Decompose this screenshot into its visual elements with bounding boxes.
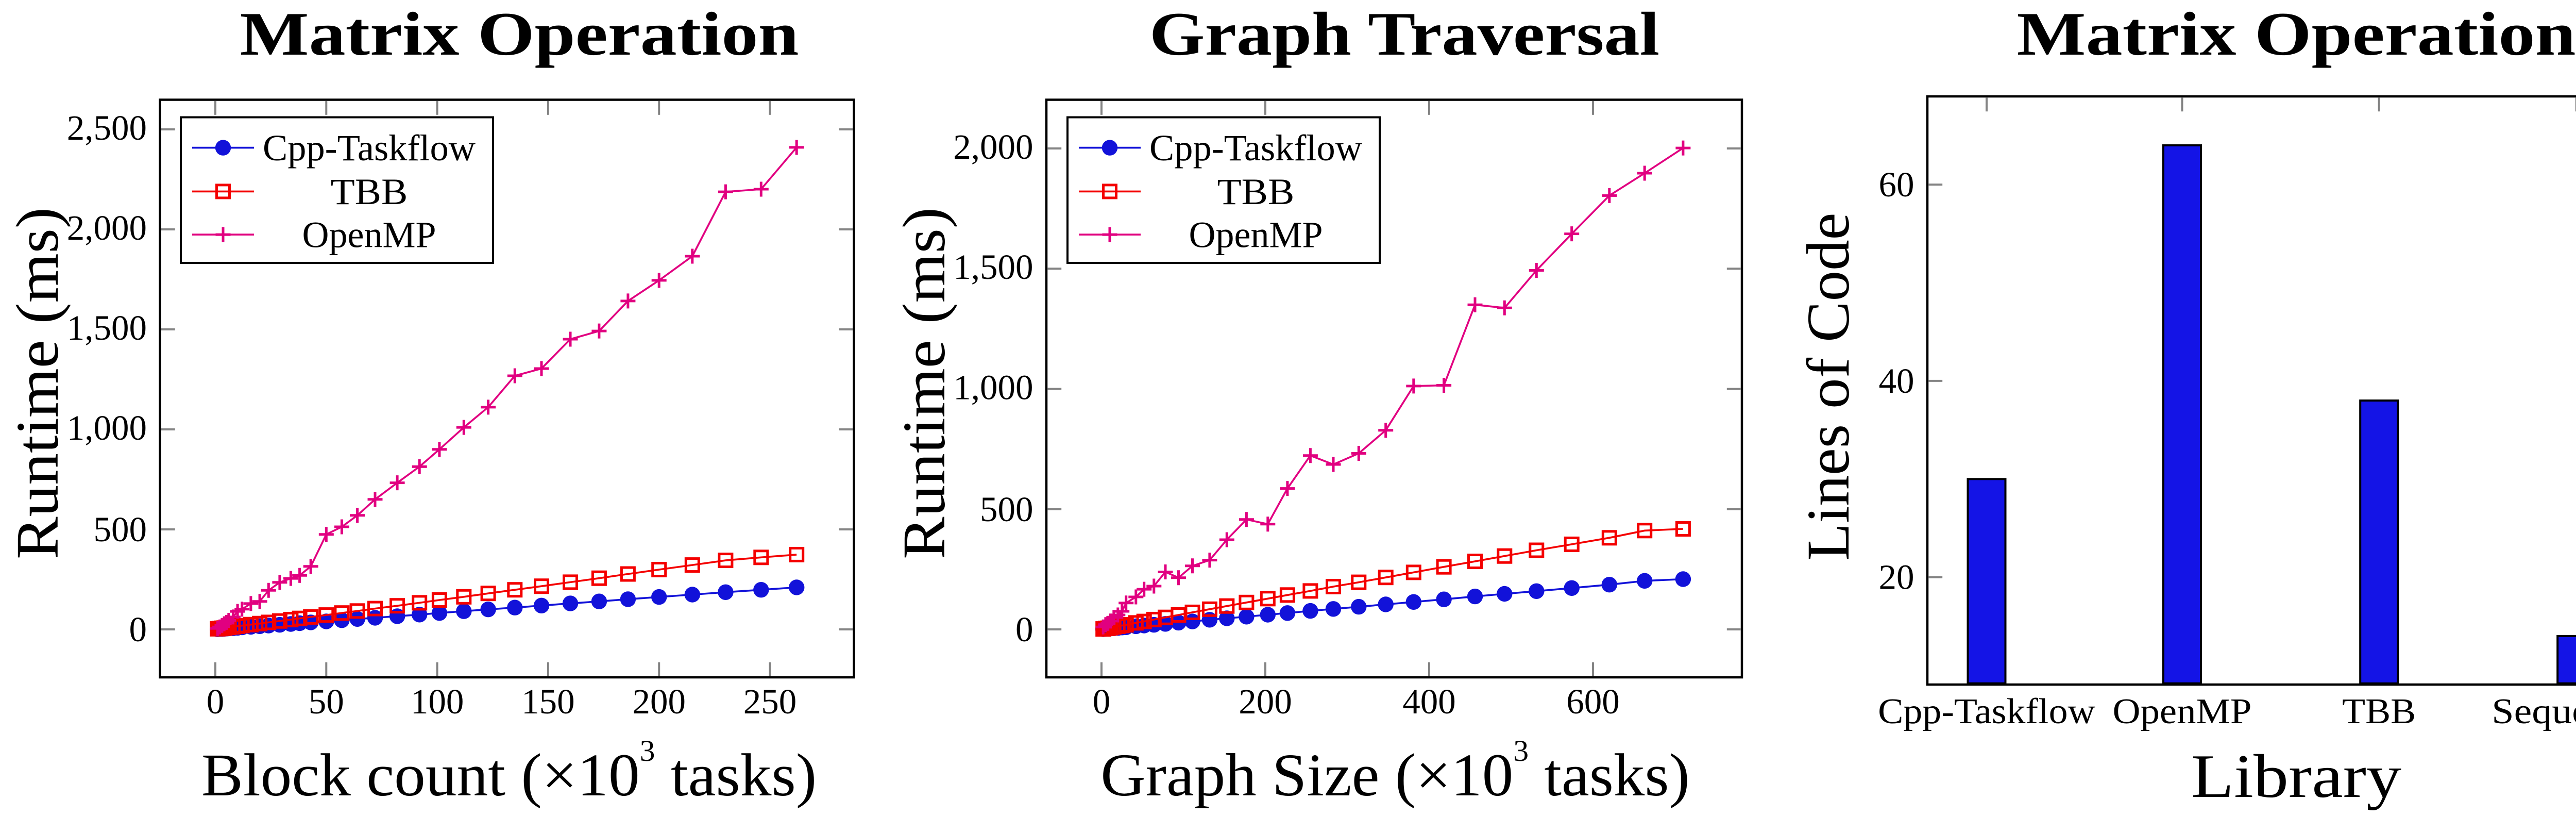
svg-text:400: 400 <box>1402 682 1456 721</box>
svg-text:20: 20 <box>1879 558 1914 597</box>
svg-text:600: 600 <box>1566 682 1620 721</box>
svg-text:Runtime (ms): Runtime (ms) <box>4 207 71 559</box>
svg-text:200: 200 <box>632 682 686 721</box>
svg-text:Library: Library <box>2191 742 2401 810</box>
svg-text:250: 250 <box>743 682 797 721</box>
svg-text:Sequential: Sequential <box>2492 692 2576 732</box>
svg-text:100: 100 <box>411 682 464 721</box>
svg-text:Matrix Operation: Matrix Operation <box>2016 0 2575 68</box>
svg-text:0: 0 <box>129 610 147 649</box>
svg-text:0: 0 <box>1093 682 1111 721</box>
svg-text:60: 60 <box>1879 165 1914 204</box>
svg-text:Runtime (ms): Runtime (ms) <box>890 207 958 559</box>
svg-text:1,000: 1,000 <box>67 408 147 447</box>
svg-text:TBB: TBB <box>331 172 408 212</box>
svg-text:Lines of Code: Lines of Code <box>1794 212 1862 560</box>
svg-text:1,500: 1,500 <box>953 247 1033 287</box>
svg-text:2,500: 2,500 <box>67 108 147 147</box>
svg-text:500: 500 <box>94 510 147 549</box>
svg-text:500: 500 <box>980 490 1033 529</box>
svg-text:Cpp-Taskflow: Cpp-Taskflow <box>263 127 476 169</box>
svg-text:2,000: 2,000 <box>67 208 147 247</box>
svg-text:TBB: TBB <box>1217 172 1295 212</box>
svg-text:OpenMP: OpenMP <box>302 214 436 256</box>
svg-text:1,500: 1,500 <box>67 308 147 347</box>
svg-text:Matrix Operation: Matrix Operation <box>240 0 799 68</box>
svg-text:1,000: 1,000 <box>953 368 1033 407</box>
svg-text:OpenMP: OpenMP <box>1189 214 1323 256</box>
svg-text:2,000: 2,000 <box>953 127 1033 166</box>
svg-text:OpenMP: OpenMP <box>2113 691 2252 731</box>
svg-text:Graph Size (×103 tasks): Graph Size (×103 tasks) <box>1100 735 1690 809</box>
svg-text:150: 150 <box>521 682 575 721</box>
svg-text:0: 0 <box>207 682 225 721</box>
svg-text:Cpp-Taskflow: Cpp-Taskflow <box>1149 127 1362 169</box>
svg-text:Block count (×103 tasks): Block count (×103 tasks) <box>201 735 817 809</box>
svg-text:TBB: TBB <box>2342 691 2416 731</box>
svg-text:Graph Traversal: Graph Traversal <box>1149 0 1659 69</box>
svg-text:50: 50 <box>309 682 344 721</box>
svg-text:Cpp-Taskflow: Cpp-Taskflow <box>1878 691 2095 731</box>
svg-text:40: 40 <box>1879 361 1914 401</box>
svg-text:0: 0 <box>1015 610 1033 649</box>
svg-text:200: 200 <box>1239 682 1292 721</box>
